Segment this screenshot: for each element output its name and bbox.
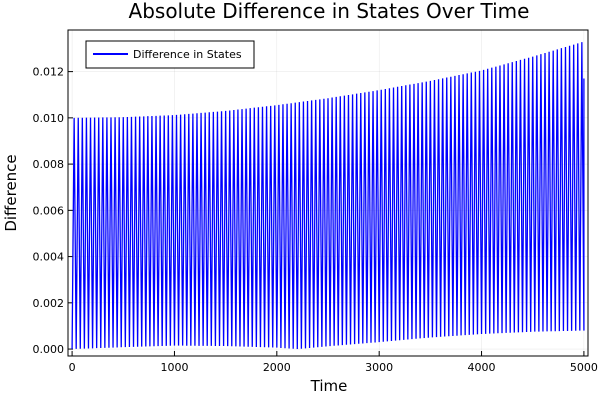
y-tick-label: 0.002 [33, 297, 65, 310]
x-axis: 0 1000 2000 3000 4000 5000 [69, 351, 598, 374]
x-tick-label: 5000 [570, 361, 598, 374]
y-tick-label: 0.000 [33, 343, 65, 356]
y-axis: 0.000 0.002 0.004 0.006 0.008 0.010 0.012 [33, 66, 73, 356]
x-tick-label: 0 [69, 361, 76, 374]
y-tick-label: 0.010 [33, 112, 65, 125]
legend: Difference in States [85, 40, 255, 69]
x-tick-label: 2000 [263, 361, 291, 374]
x-tick-label: 4000 [468, 361, 496, 374]
x-tick-label: 3000 [365, 361, 393, 374]
chart-title: Absolute Difference in States Over Time [129, 0, 530, 23]
legend-label: Difference in States [133, 48, 242, 61]
series-line [71, 42, 585, 350]
x-axis-label: Time [310, 377, 348, 395]
plot-frame [67, 29, 589, 357]
y-tick-label: 0.012 [33, 66, 65, 79]
y-axis-label: Difference [2, 154, 20, 231]
y-tick-label: 0.004 [33, 251, 65, 264]
series-layer [71, 42, 585, 350]
y-tick-label: 0.008 [33, 158, 65, 171]
y-tick-label: 0.006 [33, 204, 65, 217]
x-tick-label: 1000 [160, 361, 188, 374]
